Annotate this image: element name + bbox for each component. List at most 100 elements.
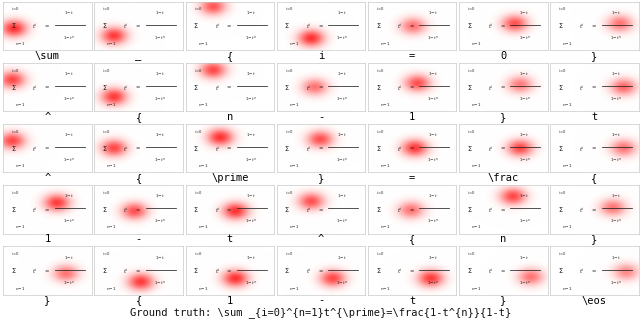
Text: $1\!-\!t$: $1\!-\!t$ bbox=[155, 9, 165, 16]
Text: $=$: $=$ bbox=[225, 23, 232, 28]
Text: $1\!-\!t$: $1\!-\!t$ bbox=[611, 131, 621, 138]
Text: $=$: $=$ bbox=[43, 207, 50, 212]
Text: $n\!-\!1$: $n\!-\!1$ bbox=[380, 223, 390, 230]
Text: $=$: $=$ bbox=[134, 23, 141, 28]
Text: \sum: \sum bbox=[35, 51, 60, 61]
Text: $1\!-\!t^n$: $1\!-\!t^n$ bbox=[518, 218, 531, 225]
Text: $1\!-\!t$: $1\!-\!t$ bbox=[246, 70, 256, 77]
Text: 1: 1 bbox=[227, 296, 233, 306]
Text: $i\!=\!0$: $i\!=\!0$ bbox=[467, 5, 476, 12]
Text: $t^i$: $t^i$ bbox=[579, 22, 585, 31]
Text: $i\!=\!0$: $i\!=\!0$ bbox=[102, 67, 111, 74]
Text: $i\!=\!0$: $i\!=\!0$ bbox=[467, 189, 476, 196]
Text: }: } bbox=[500, 112, 506, 122]
Text: $n\!-\!1$: $n\!-\!1$ bbox=[198, 162, 208, 169]
Text: $\Sigma$: $\Sigma$ bbox=[193, 266, 199, 275]
Text: $n\!-\!1$: $n\!-\!1$ bbox=[198, 223, 208, 230]
Text: $=$: $=$ bbox=[499, 207, 506, 212]
Text: \frac: \frac bbox=[488, 173, 519, 183]
Text: $i\!=\!0$: $i\!=\!0$ bbox=[194, 250, 202, 257]
Text: $1\!-\!t$: $1\!-\!t$ bbox=[428, 70, 438, 77]
Text: $1\!-\!t$: $1\!-\!t$ bbox=[63, 192, 74, 199]
Text: $n\!-\!1$: $n\!-\!1$ bbox=[289, 284, 300, 292]
Text: $\Sigma$: $\Sigma$ bbox=[467, 144, 472, 153]
Text: $1\!-\!t$: $1\!-\!t$ bbox=[246, 192, 256, 199]
Text: $\Sigma$: $\Sigma$ bbox=[467, 83, 472, 92]
Text: $n\!-\!1$: $n\!-\!1$ bbox=[471, 284, 481, 292]
Text: $=$: $=$ bbox=[134, 146, 141, 151]
Text: $t^i$: $t^i$ bbox=[214, 22, 220, 31]
Text: $1\!-\!t$: $1\!-\!t$ bbox=[428, 192, 438, 199]
Text: $1\!-\!t$: $1\!-\!t$ bbox=[520, 70, 529, 77]
Text: $=$: $=$ bbox=[408, 146, 415, 151]
Text: $t^i$: $t^i$ bbox=[488, 22, 493, 31]
Text: $1\!-\!t^n$: $1\!-\!t^n$ bbox=[336, 279, 348, 287]
Text: ^: ^ bbox=[44, 173, 51, 183]
Text: $1\!-\!t$: $1\!-\!t$ bbox=[155, 131, 165, 138]
Text: $n\!-\!1$: $n\!-\!1$ bbox=[289, 162, 300, 169]
Text: $i\!=\!0$: $i\!=\!0$ bbox=[467, 67, 476, 74]
Text: $=$: $=$ bbox=[43, 84, 50, 90]
Text: $\Sigma$: $\Sigma$ bbox=[284, 144, 290, 153]
Text: $\Sigma$: $\Sigma$ bbox=[376, 83, 381, 92]
Text: $i\!=\!0$: $i\!=\!0$ bbox=[558, 67, 567, 74]
Text: $1\!-\!t$: $1\!-\!t$ bbox=[611, 253, 621, 260]
Text: $n\!-\!1$: $n\!-\!1$ bbox=[380, 284, 390, 292]
Text: $1\!-\!t^n$: $1\!-\!t^n$ bbox=[63, 156, 75, 164]
Text: $t^i$: $t^i$ bbox=[397, 22, 403, 31]
Text: $n\!-\!1$: $n\!-\!1$ bbox=[106, 101, 117, 108]
Text: $1\!-\!t^n$: $1\!-\!t^n$ bbox=[63, 95, 75, 103]
Text: $1\!-\!t^n$: $1\!-\!t^n$ bbox=[428, 34, 439, 42]
Text: $t^i$: $t^i$ bbox=[33, 267, 38, 276]
Text: $i\!=\!0$: $i\!=\!0$ bbox=[376, 5, 385, 12]
Text: $=$: $=$ bbox=[499, 146, 506, 151]
Text: $=$: $=$ bbox=[408, 23, 415, 28]
Text: $=$: $=$ bbox=[590, 146, 597, 151]
Text: $1\!-\!t^n$: $1\!-\!t^n$ bbox=[154, 279, 166, 287]
Text: $i\!=\!0$: $i\!=\!0$ bbox=[467, 128, 476, 135]
Text: $t^i$: $t^i$ bbox=[124, 145, 129, 154]
Text: $i\!=\!0$: $i\!=\!0$ bbox=[102, 5, 111, 12]
Text: $\Sigma$: $\Sigma$ bbox=[467, 266, 472, 275]
Text: 1: 1 bbox=[44, 234, 51, 244]
Text: $=$: $=$ bbox=[134, 84, 141, 90]
Text: $\Sigma$: $\Sigma$ bbox=[102, 144, 108, 153]
Text: $n\!-\!1$: $n\!-\!1$ bbox=[15, 284, 26, 292]
Text: }: } bbox=[318, 173, 324, 183]
Text: $t^i$: $t^i$ bbox=[488, 206, 493, 215]
Text: {: { bbox=[136, 112, 141, 122]
Text: $\Sigma$: $\Sigma$ bbox=[193, 83, 199, 92]
Text: $1\!-\!t^n$: $1\!-\!t^n$ bbox=[518, 279, 531, 287]
Text: $i\!=\!0$: $i\!=\!0$ bbox=[12, 5, 20, 12]
Text: $i\!=\!0$: $i\!=\!0$ bbox=[285, 67, 293, 74]
Text: $i\!=\!0$: $i\!=\!0$ bbox=[12, 189, 20, 196]
Text: $=$: $=$ bbox=[499, 23, 506, 28]
Text: $\Sigma$: $\Sigma$ bbox=[11, 266, 17, 275]
Text: $1\!-\!t$: $1\!-\!t$ bbox=[337, 192, 348, 199]
Text: $1\!-\!t^n$: $1\!-\!t^n$ bbox=[336, 156, 348, 164]
Text: $n\!-\!1$: $n\!-\!1$ bbox=[106, 40, 117, 47]
Text: $t^i$: $t^i$ bbox=[306, 83, 311, 92]
Text: =: = bbox=[409, 51, 415, 61]
Text: $1\!-\!t$: $1\!-\!t$ bbox=[520, 253, 529, 260]
Text: $1\!-\!t^n$: $1\!-\!t^n$ bbox=[154, 156, 166, 164]
Text: $i\!=\!0$: $i\!=\!0$ bbox=[12, 128, 20, 135]
Text: $t^i$: $t^i$ bbox=[33, 206, 38, 215]
Text: $=$: $=$ bbox=[590, 268, 597, 273]
Text: $\Sigma$: $\Sigma$ bbox=[11, 21, 17, 30]
Text: $1\!-\!t^n$: $1\!-\!t^n$ bbox=[518, 34, 531, 42]
Text: $n\!-\!1$: $n\!-\!1$ bbox=[15, 162, 26, 169]
Text: $t^i$: $t^i$ bbox=[124, 206, 129, 215]
Text: $t^i$: $t^i$ bbox=[579, 267, 585, 276]
Text: $1\!-\!t^n$: $1\!-\!t^n$ bbox=[245, 279, 257, 287]
Text: $=$: $=$ bbox=[225, 146, 232, 151]
Text: $i\!=\!0$: $i\!=\!0$ bbox=[376, 250, 385, 257]
Text: $i\!=\!0$: $i\!=\!0$ bbox=[102, 128, 111, 135]
Text: $\Sigma$: $\Sigma$ bbox=[193, 144, 199, 153]
Text: $=$: $=$ bbox=[408, 268, 415, 273]
Text: $n\!-\!1$: $n\!-\!1$ bbox=[198, 40, 208, 47]
Text: }: } bbox=[591, 51, 598, 61]
Text: $\Sigma$: $\Sigma$ bbox=[284, 83, 290, 92]
Text: $\Sigma$: $\Sigma$ bbox=[193, 205, 199, 214]
Text: $\Sigma$: $\Sigma$ bbox=[376, 21, 381, 30]
